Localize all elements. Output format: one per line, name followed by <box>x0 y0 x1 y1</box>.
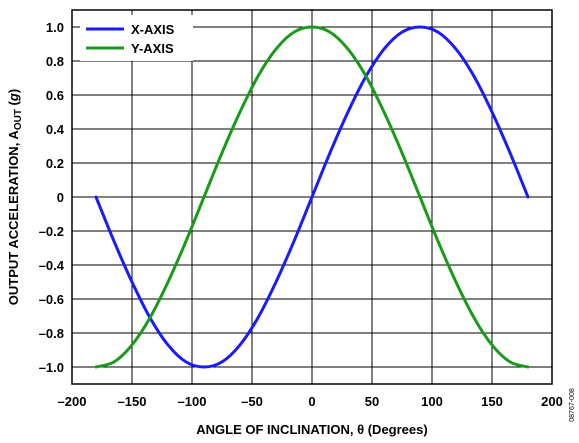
y-tick-label: –0.8 <box>39 326 64 341</box>
y-tick-label: 1.0 <box>46 20 64 35</box>
x-tick-label: –150 <box>118 394 147 409</box>
x-tick-label: 0 <box>308 394 315 409</box>
series-layer <box>94 25 530 369</box>
y-tick-labels: 1.0 0.8 0.6 0.4 0.2 0 –0.2 –0.4 –0.6 –0.8 –1.0 <box>39 20 65 375</box>
y-tick-label: 0.2 <box>46 156 64 171</box>
y-tick-label: –0.6 <box>39 292 64 307</box>
y-tick-label: –0.4 <box>39 258 65 273</box>
x-tick-labels: –200 –150 –100 –50 0 50 100 150 200 <box>58 394 563 409</box>
y-tick-label: 0.6 <box>46 88 64 103</box>
y-tick-label: 0.8 <box>46 54 64 69</box>
y-tick-label: 0.4 <box>46 122 65 137</box>
series-line-x-axis <box>94 25 530 369</box>
legend-label-y-axis: Y-AXIS <box>131 41 174 56</box>
y-axis-title-unit-close: ) <box>6 89 21 93</box>
y-axis-title-subscript: OUT <box>13 109 24 130</box>
y-axis-title-unit-open: ( <box>6 100 21 109</box>
legend-label-x-axis: X-AXIS <box>131 22 175 37</box>
x-tick-label: 200 <box>541 394 563 409</box>
x-tick-label: 150 <box>481 394 503 409</box>
x-tick-label: 100 <box>421 394 443 409</box>
x-tick-label: –50 <box>241 394 263 409</box>
y-tick-label: –0.2 <box>39 224 64 239</box>
series-line-y-axis <box>94 25 530 369</box>
legend: X-AXIS Y-AXIS <box>80 15 193 61</box>
figure-code: 08767-008 <box>569 388 576 422</box>
y-tick-label: –1.0 <box>39 360 64 375</box>
x-tick-label: –200 <box>58 394 87 409</box>
legend-background <box>80 15 193 61</box>
y-axis-title-unit: g <box>6 93 21 102</box>
y-tick-label: 0 <box>57 190 64 205</box>
y-axis-title-main: OUTPUT ACCELERATION, A <box>6 130 21 306</box>
x-tick-label: –100 <box>178 394 207 409</box>
plot-frame <box>71 9 553 385</box>
y-axis-title: OUTPUT ACCELERATION, AOUT (g) <box>6 89 24 305</box>
x-tick-label: 50 <box>365 394 379 409</box>
x-axis-title: ANGLE OF INCLINATION, θ (Degrees) <box>196 422 427 437</box>
